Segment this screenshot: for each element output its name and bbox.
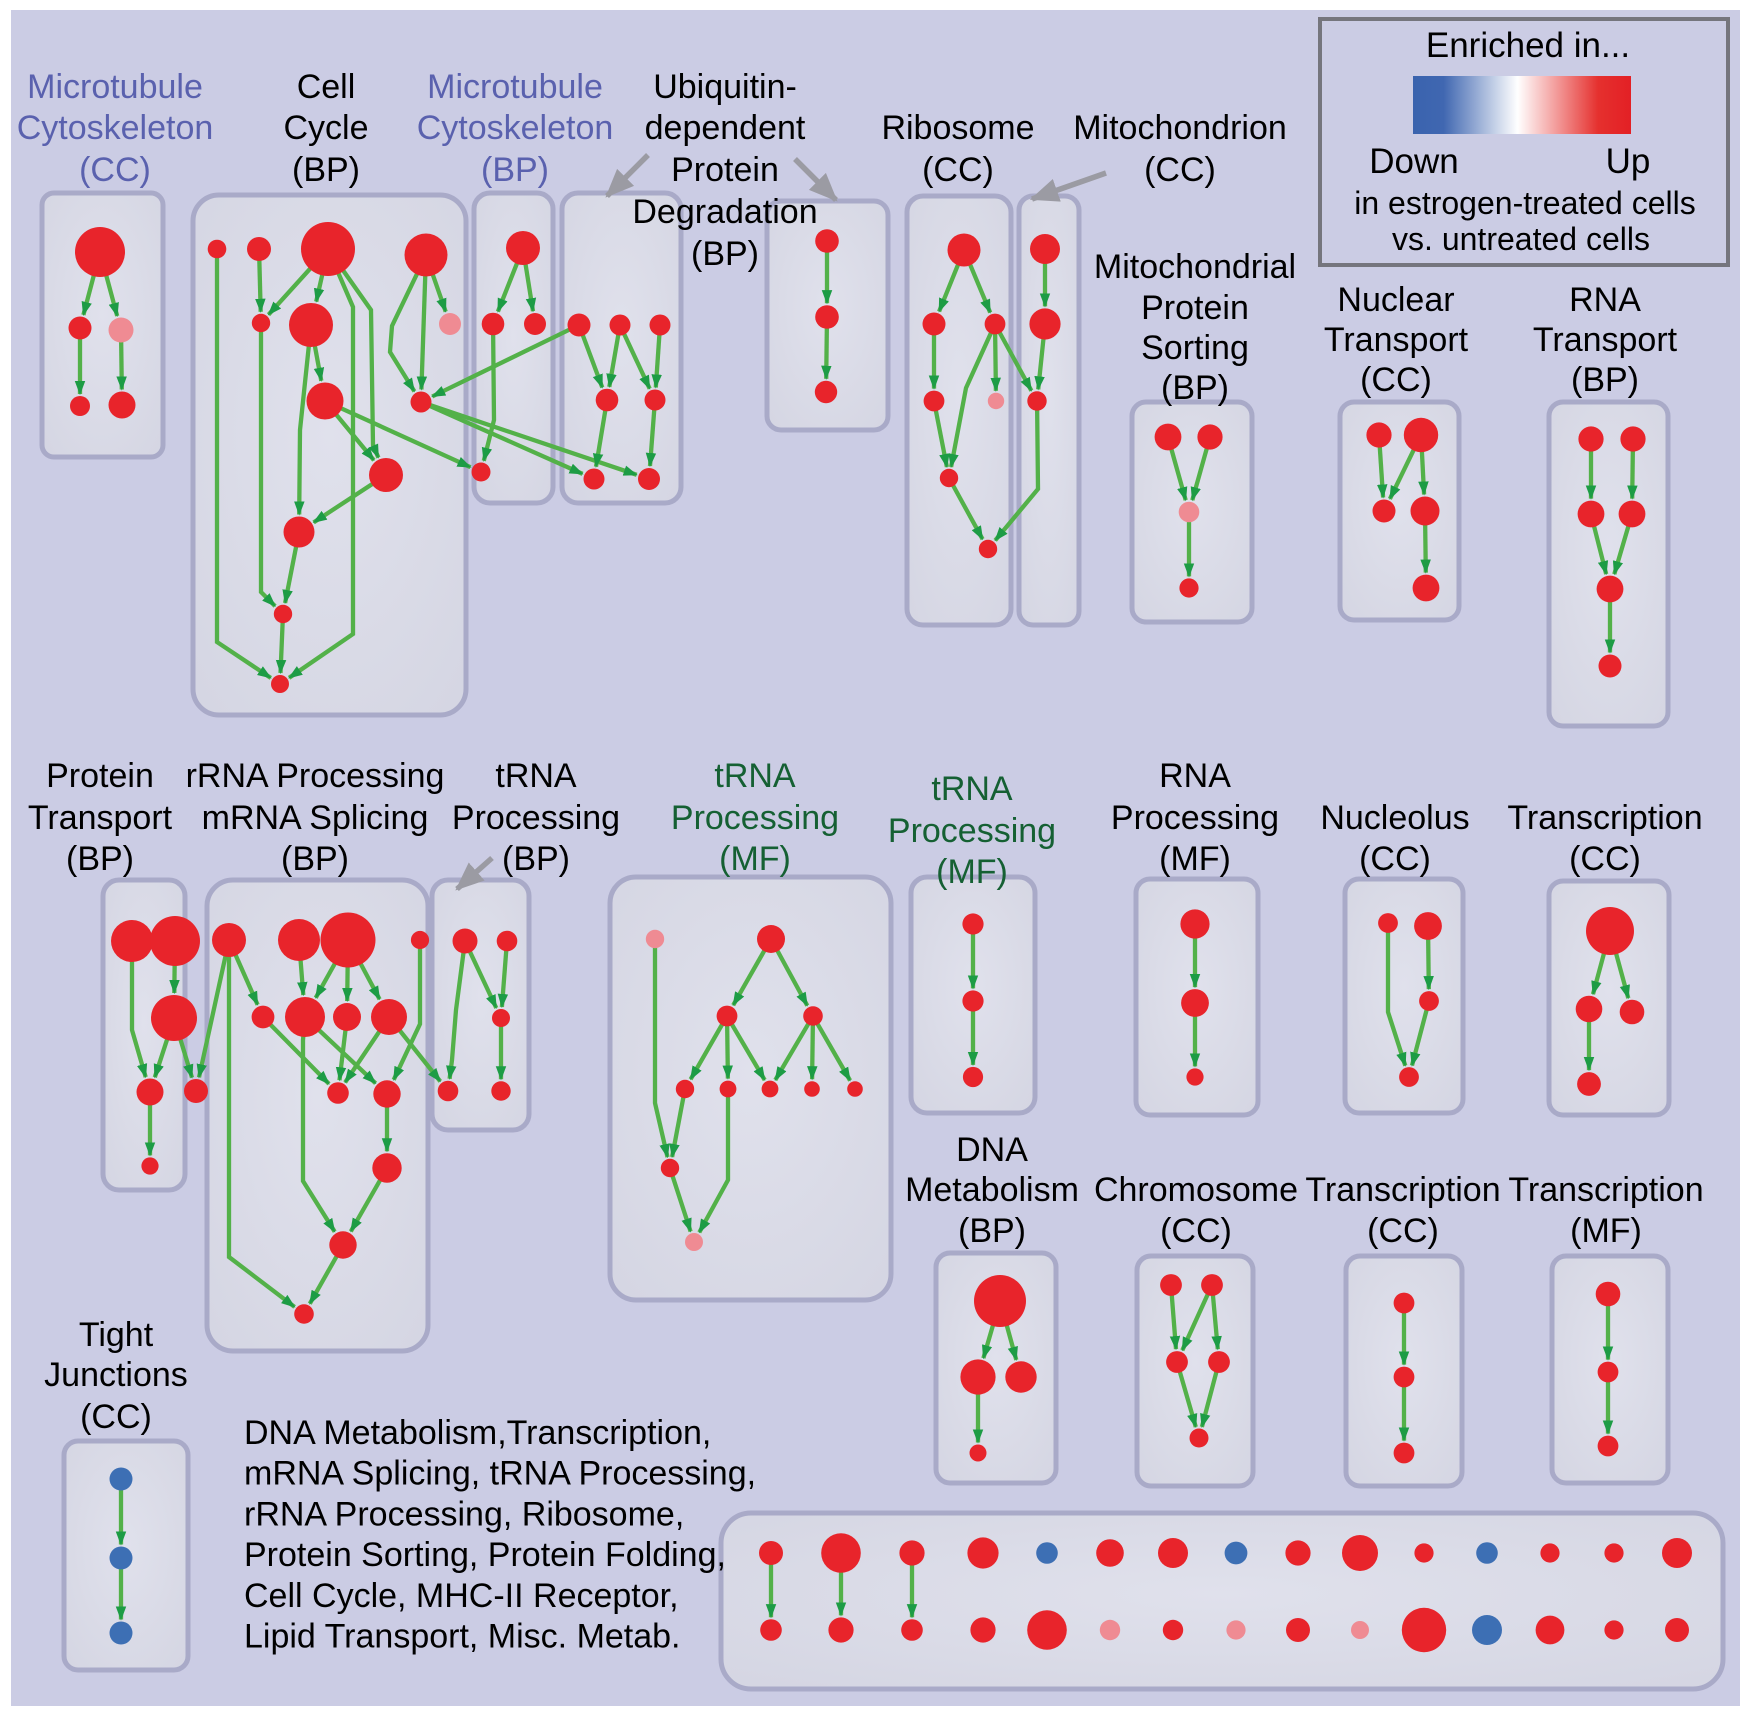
svg-text:Transport: Transport	[1533, 321, 1678, 359]
svg-text:Processing: Processing	[671, 799, 839, 837]
svg-text:tRNA: tRNA	[495, 757, 577, 795]
svg-text:Mitochondrial: Mitochondrial	[1094, 248, 1296, 286]
svg-text:Chromosome: Chromosome	[1094, 1171, 1298, 1209]
svg-text:tRNA: tRNA	[931, 770, 1013, 808]
svg-text:(CC): (CC)	[1360, 361, 1432, 399]
svg-text:(CC): (CC)	[1144, 151, 1216, 189]
svg-text:Lipid Transport, Misc. Metab.: Lipid Transport, Misc. Metab.	[244, 1618, 681, 1656]
svg-text:(CC): (CC)	[1160, 1212, 1232, 1250]
svg-text:Protein: Protein	[46, 757, 154, 795]
svg-text:Processing: Processing	[888, 812, 1056, 850]
svg-text:RNA: RNA	[1569, 281, 1641, 319]
svg-text:Transcription: Transcription	[1507, 799, 1702, 837]
svg-text:Cell: Cell	[297, 68, 356, 106]
svg-text:Transcription: Transcription	[1508, 1171, 1703, 1209]
svg-text:(MF): (MF)	[1159, 840, 1231, 878]
svg-text:vs. untreated cells: vs. untreated cells	[1392, 221, 1650, 257]
svg-text:Ubiquitin-: Ubiquitin-	[653, 68, 797, 106]
svg-text:Protein: Protein	[671, 151, 779, 189]
svg-text:DNA: DNA	[956, 1131, 1028, 1169]
svg-text:(BP): (BP)	[1571, 361, 1639, 399]
svg-text:Tight: Tight	[79, 1316, 154, 1354]
svg-text:Enriched in...: Enriched in...	[1426, 26, 1630, 65]
svg-text:Protein: Protein	[1141, 289, 1249, 327]
svg-text:rRNA Processing, Ribosome,: rRNA Processing, Ribosome,	[244, 1495, 684, 1533]
svg-text:Down: Down	[1369, 142, 1458, 181]
svg-text:in estrogen-treated cells: in estrogen-treated cells	[1354, 185, 1696, 221]
svg-text:Cytoskeleton: Cytoskeleton	[417, 109, 614, 147]
svg-text:rRNA Processing: rRNA Processing	[186, 757, 445, 795]
svg-text:Protein Sorting, Protein Foldi: Protein Sorting, Protein Folding,	[244, 1536, 726, 1574]
svg-text:Transport: Transport	[1324, 321, 1469, 359]
svg-text:Processing: Processing	[1111, 799, 1279, 837]
svg-text:Ribosome: Ribosome	[881, 109, 1034, 147]
svg-text:Sorting: Sorting	[1141, 329, 1249, 367]
svg-text:Cycle: Cycle	[283, 109, 368, 147]
svg-text:(MF): (MF)	[936, 853, 1008, 891]
svg-text:(CC): (CC)	[80, 1398, 152, 1436]
svg-text:Nuclear: Nuclear	[1337, 281, 1454, 319]
svg-text:(CC): (CC)	[922, 151, 994, 189]
svg-text:tRNA: tRNA	[714, 757, 796, 795]
svg-text:(BP): (BP)	[691, 235, 759, 273]
svg-text:Cell Cycle, MHC-II Receptor,: Cell Cycle, MHC-II Receptor,	[244, 1577, 679, 1615]
svg-text:Up: Up	[1606, 142, 1651, 181]
svg-text:(BP): (BP)	[481, 151, 549, 189]
svg-text:(MF): (MF)	[719, 840, 791, 878]
svg-text:Processing: Processing	[452, 799, 620, 837]
svg-text:(BP): (BP)	[292, 151, 360, 189]
svg-text:Transcription: Transcription	[1305, 1171, 1500, 1209]
svg-text:Degradation: Degradation	[632, 193, 817, 231]
svg-text:Metabolism: Metabolism	[905, 1171, 1079, 1209]
svg-text:(CC): (CC)	[79, 151, 151, 189]
svg-text:RNA: RNA	[1159, 757, 1231, 795]
svg-text:Nucleolus: Nucleolus	[1320, 799, 1469, 837]
svg-text:Cytoskeleton: Cytoskeleton	[17, 109, 214, 147]
svg-text:(CC): (CC)	[1569, 840, 1641, 878]
svg-text:dependent: dependent	[645, 109, 806, 147]
svg-text:Microtubule: Microtubule	[427, 68, 603, 106]
svg-text:(BP): (BP)	[66, 840, 134, 878]
svg-text:(BP): (BP)	[1161, 369, 1229, 407]
svg-text:(BP): (BP)	[281, 840, 349, 878]
svg-text:(BP): (BP)	[958, 1212, 1026, 1250]
svg-text:DNA Metabolism,Transcription,: DNA Metabolism,Transcription,	[244, 1414, 711, 1452]
svg-text:(BP): (BP)	[502, 840, 570, 878]
svg-text:(MF): (MF)	[1570, 1212, 1642, 1250]
svg-text:mRNA Splicing, tRNA Processing: mRNA Splicing, tRNA Processing,	[244, 1455, 756, 1493]
svg-text:Junctions: Junctions	[44, 1356, 188, 1394]
svg-text:Microtubule: Microtubule	[27, 68, 203, 106]
svg-text:(CC): (CC)	[1367, 1212, 1439, 1250]
svg-text:mRNA Splicing: mRNA Splicing	[202, 799, 429, 837]
svg-text:Mitochondrion: Mitochondrion	[1073, 109, 1287, 147]
svg-text:(CC): (CC)	[1359, 840, 1431, 878]
svg-text:Transport: Transport	[28, 799, 173, 837]
